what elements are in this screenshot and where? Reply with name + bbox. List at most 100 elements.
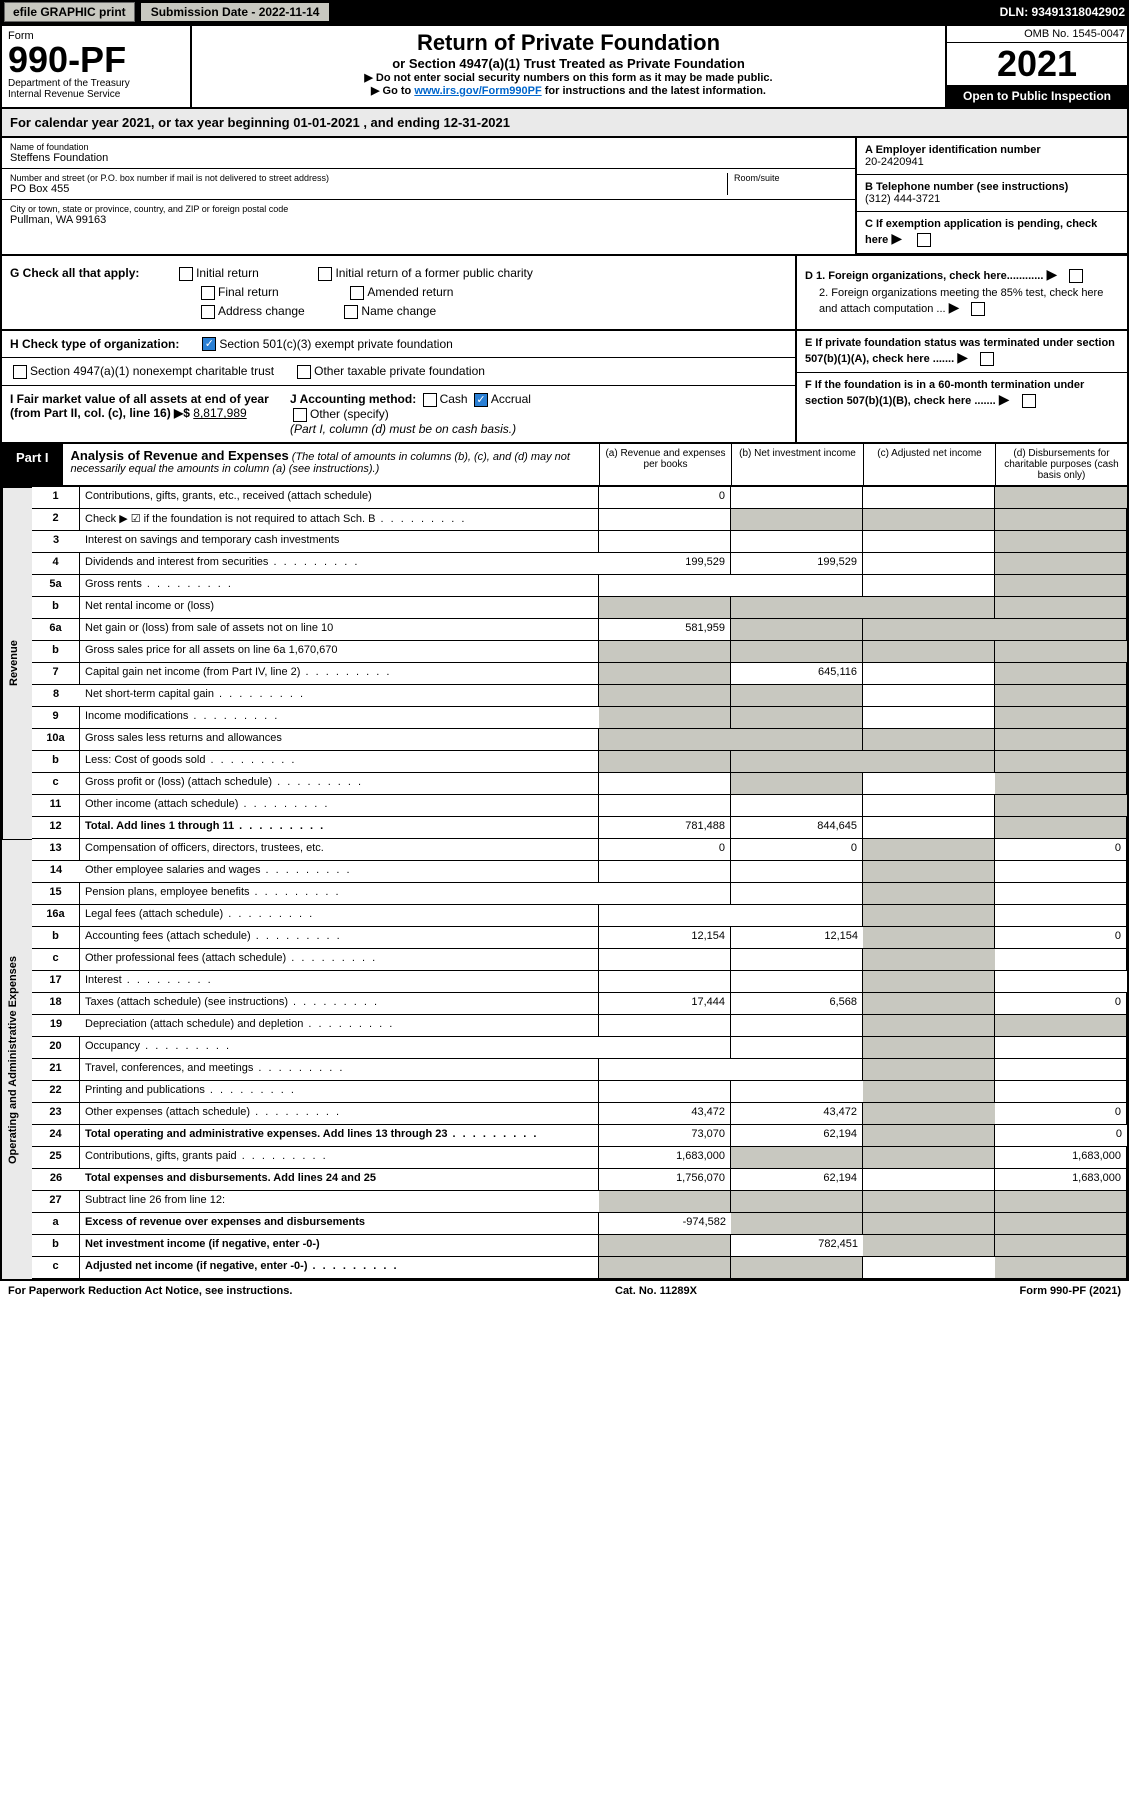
h3: Other taxable private foundation (314, 364, 485, 378)
row-desc: Check ▶ ☑ if the foundation is not requi… (80, 509, 599, 531)
cell (863, 905, 995, 927)
row-desc: Net rental income or (loss) (80, 597, 599, 619)
former-charity-checkbox[interactable] (318, 267, 332, 281)
501c3-checkbox[interactable] (202, 337, 216, 351)
form-goto: ▶ Go to www.irs.gov/Form990PF for instru… (198, 84, 939, 97)
other-taxable-checkbox[interactable] (297, 365, 311, 379)
efile-print-button[interactable]: efile GRAPHIC print (4, 2, 135, 22)
row-num: c (32, 949, 80, 971)
cell (995, 861, 1127, 883)
top-bar: efile GRAPHIC print Submission Date - 20… (0, 0, 1129, 24)
goto-pre: ▶ Go to (371, 85, 414, 97)
row-desc: Total operating and administrative expen… (80, 1125, 599, 1147)
cell (995, 597, 1127, 619)
name-label: Name of foundation (10, 142, 847, 152)
cell (995, 971, 1127, 993)
accrual-checkbox[interactable] (474, 393, 488, 407)
cell (731, 971, 863, 993)
cell (995, 1015, 1127, 1037)
row-desc: Income modifications (80, 707, 599, 729)
row-desc: Occupancy (80, 1037, 599, 1059)
cell (995, 773, 1127, 795)
cell (599, 509, 731, 531)
row-desc: Pension plans, employee benefits (80, 883, 599, 905)
initial-return-checkbox[interactable] (179, 267, 193, 281)
cell: 0 (995, 839, 1127, 861)
row-num: b (32, 641, 80, 663)
row-desc: Taxes (attach schedule) (see instruction… (80, 993, 599, 1015)
arrow-icon: ▶ (999, 391, 1010, 407)
dln: DLN: 93491318042902 (1000, 5, 1125, 19)
irs: Internal Revenue Service (8, 89, 184, 100)
cell: 0 (995, 927, 1127, 949)
cell: 6,568 (731, 993, 863, 1015)
d1-checkbox[interactable] (1069, 269, 1083, 283)
checks-section: G Check all that apply: Initial return I… (0, 256, 1129, 330)
final-return-checkbox[interactable] (201, 286, 215, 300)
cell (863, 619, 995, 641)
cell (599, 685, 731, 707)
g-opt-3: Initial return of a former public charit… (335, 266, 532, 280)
cell (995, 1191, 1127, 1213)
cell (731, 1037, 863, 1059)
c-checkbox[interactable] (917, 233, 931, 247)
omb-number: OMB No. 1545-0047 (947, 26, 1127, 43)
f-checkbox[interactable] (1022, 394, 1036, 408)
cell: 0 (995, 993, 1127, 1015)
name-change-checkbox[interactable] (344, 305, 358, 319)
cell (863, 927, 995, 949)
cell (863, 1015, 995, 1037)
other-method-checkbox[interactable] (293, 408, 307, 422)
row-desc: Legal fees (attach schedule) (80, 905, 599, 927)
arrow-icon: ▶ (891, 230, 902, 246)
cell (863, 773, 995, 795)
addr-change-checkbox[interactable] (201, 305, 215, 319)
row-num: 9 (32, 707, 80, 729)
4947-checkbox[interactable] (13, 365, 27, 379)
arrow-icon: ▶ (957, 349, 968, 365)
row-desc: Other professional fees (attach schedule… (80, 949, 599, 971)
cell (863, 1213, 995, 1235)
e-checkbox[interactable] (980, 352, 994, 366)
row-num: 3 (32, 531, 80, 553)
cell (995, 685, 1127, 707)
cell: 0 (995, 1125, 1127, 1147)
row-num: 19 (32, 1015, 80, 1037)
cell (863, 707, 995, 729)
cell (995, 509, 1127, 531)
j-cash: Cash (440, 392, 468, 406)
cell: 199,529 (731, 553, 863, 575)
d2-checkbox[interactable] (971, 302, 985, 316)
amended-checkbox[interactable] (350, 286, 364, 300)
cell (995, 1037, 1127, 1059)
row-desc: Net short-term capital gain (80, 685, 599, 707)
cell (863, 509, 995, 531)
cell (995, 487, 1127, 509)
cell (863, 531, 995, 553)
row-num: 18 (32, 993, 80, 1015)
goto-post: for instructions and the latest informat… (542, 85, 766, 97)
row-num: 8 (32, 685, 80, 707)
cell (995, 707, 1127, 729)
cell (863, 1125, 995, 1147)
cell (731, 597, 863, 619)
cash-checkbox[interactable] (423, 393, 437, 407)
cell (731, 1081, 863, 1103)
h1: Section 501(c)(3) exempt private foundat… (219, 337, 452, 351)
cell (863, 641, 995, 663)
row-num: 2 (32, 509, 80, 531)
row-num: c (32, 773, 80, 795)
calendar-year-row: For calendar year 2021, or tax year begi… (0, 109, 1129, 138)
cell (599, 1037, 731, 1059)
open-public: Open to Public Inspection (947, 85, 1127, 107)
tel-label: B Telephone number (see instructions) (865, 181, 1119, 193)
row-desc: Contributions, gifts, grants paid (80, 1147, 599, 1169)
cell (731, 685, 863, 707)
cell: 12,154 (731, 927, 863, 949)
goto-link[interactable]: www.irs.gov/Form990PF (414, 85, 541, 97)
cell (599, 971, 731, 993)
row-desc: Accounting fees (attach schedule) (80, 927, 599, 949)
cell (599, 1191, 731, 1213)
cell (863, 1191, 995, 1213)
row-num: 11 (32, 795, 80, 817)
